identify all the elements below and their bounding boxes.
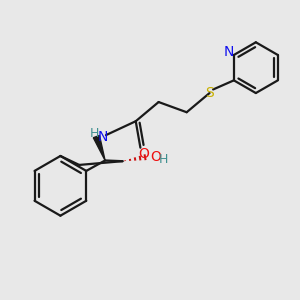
Text: N: N: [223, 45, 234, 59]
Text: H: H: [158, 153, 168, 166]
Text: O: O: [150, 150, 161, 164]
Text: O: O: [138, 147, 149, 161]
Text: H: H: [90, 127, 100, 140]
Text: N: N: [98, 130, 108, 144]
Polygon shape: [93, 136, 105, 160]
Text: S: S: [205, 86, 214, 100]
